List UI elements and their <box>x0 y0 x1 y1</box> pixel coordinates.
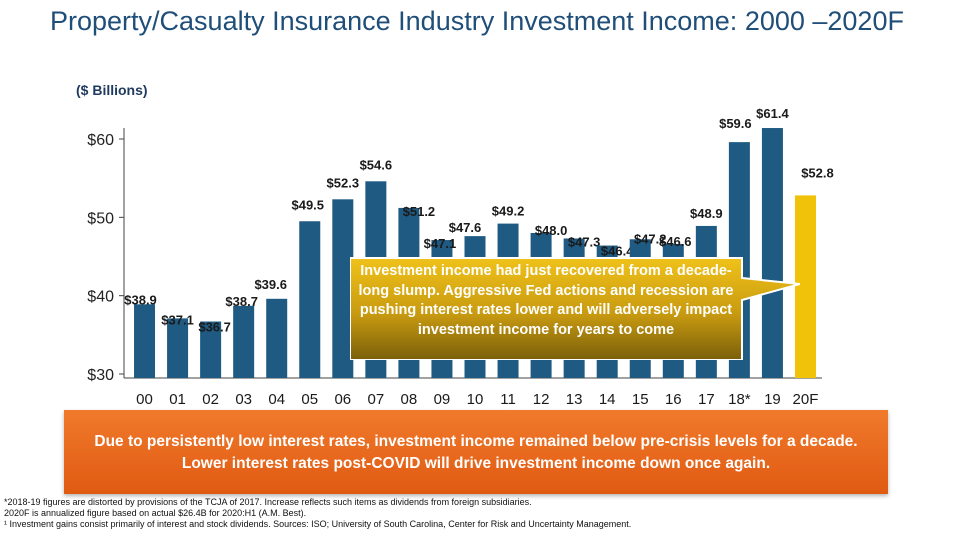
page-title: Property/Casualty Insurance Industry Inv… <box>50 6 904 36</box>
data-label: $47.6 <box>449 220 482 235</box>
x-tick-label: 16 <box>665 391 682 408</box>
x-tick-label: 07 <box>368 391 385 408</box>
y-tick-label: $60 <box>87 132 114 149</box>
data-label: $49.5 <box>291 197 324 212</box>
x-tick-label: 15 <box>632 391 649 408</box>
banner-text: Due to persistently low interest rates, … <box>94 433 858 472</box>
x-tick-label: 00 <box>136 391 153 408</box>
bar-03 <box>233 305 255 378</box>
data-label: $52.3 <box>327 175 360 190</box>
bar-20F <box>794 195 816 378</box>
x-tick-label: 08 <box>401 391 418 408</box>
y-tick-label: $30 <box>87 367 114 384</box>
x-tick-label: 06 <box>334 391 351 408</box>
x-tick-label: 05 <box>301 391 318 408</box>
unit-label: ($ Billions) <box>76 82 148 98</box>
data-label: $36.7 <box>198 320 231 335</box>
data-label: $46.6 <box>659 234 692 249</box>
data-label: $59.6 <box>719 116 752 131</box>
bar-05 <box>299 221 321 378</box>
footnote-3: ¹ Investment gains consist primarily of … <box>4 519 632 529</box>
bar-01 <box>167 318 189 378</box>
y-tick-label: $50 <box>87 210 114 227</box>
bar-06 <box>332 199 354 378</box>
data-label: $38.9 <box>124 292 157 307</box>
x-tick-label: 11 <box>500 391 516 408</box>
data-label: $37.1 <box>161 312 194 327</box>
bar-00 <box>134 304 156 378</box>
data-label: $48.0 <box>535 223 568 238</box>
bar-19 <box>761 128 783 378</box>
bar-04 <box>266 298 288 378</box>
data-label: $47.1 <box>424 236 457 251</box>
x-tick-label: 17 <box>698 391 715 408</box>
bar-02 <box>200 321 222 378</box>
footnote-2: 2020F is annualized figure based on actu… <box>4 508 307 518</box>
x-tick-label: 01 <box>169 391 186 408</box>
footnote-1: *2018-19 figures are distorted by provis… <box>4 497 532 507</box>
summary-banner: Due to persistently low interest rates, … <box>64 410 888 494</box>
data-label: $47.3 <box>568 234 601 249</box>
data-label: $39.6 <box>254 277 287 292</box>
data-label: $38.7 <box>225 294 258 309</box>
data-label: $49.2 <box>492 204 525 219</box>
data-label: $47.2 <box>634 231 667 246</box>
callout-box: Investment income had just recovered fro… <box>349 256 801 361</box>
x-tick-label: 19 <box>764 391 781 408</box>
y-tick-label: $40 <box>87 289 114 306</box>
x-tick-label: 09 <box>434 391 451 408</box>
x-tick-label: 04 <box>268 391 285 408</box>
data-label: $61.4 <box>756 106 789 121</box>
x-tick-label: 14 <box>599 391 616 408</box>
callout-text: Investment income had just recovered fro… <box>358 263 734 338</box>
data-label: $52.8 <box>801 165 834 180</box>
footnotes: *2018-19 figures are distorted by provis… <box>4 497 944 530</box>
x-tick-label: 18* <box>728 391 751 408</box>
x-tick-label: 02 <box>202 391 219 408</box>
x-tick-label: 12 <box>533 391 550 408</box>
data-label: $48.9 <box>690 206 723 221</box>
x-tick-label: 20F <box>793 391 819 408</box>
x-tick-label: 03 <box>235 391 252 408</box>
x-tick-label: 13 <box>566 391 583 408</box>
data-label: $46.4 <box>601 244 634 259</box>
data-label: $51.2 <box>403 204 436 219</box>
data-label: $54.6 <box>360 157 393 172</box>
x-tick-label: 10 <box>467 391 484 408</box>
